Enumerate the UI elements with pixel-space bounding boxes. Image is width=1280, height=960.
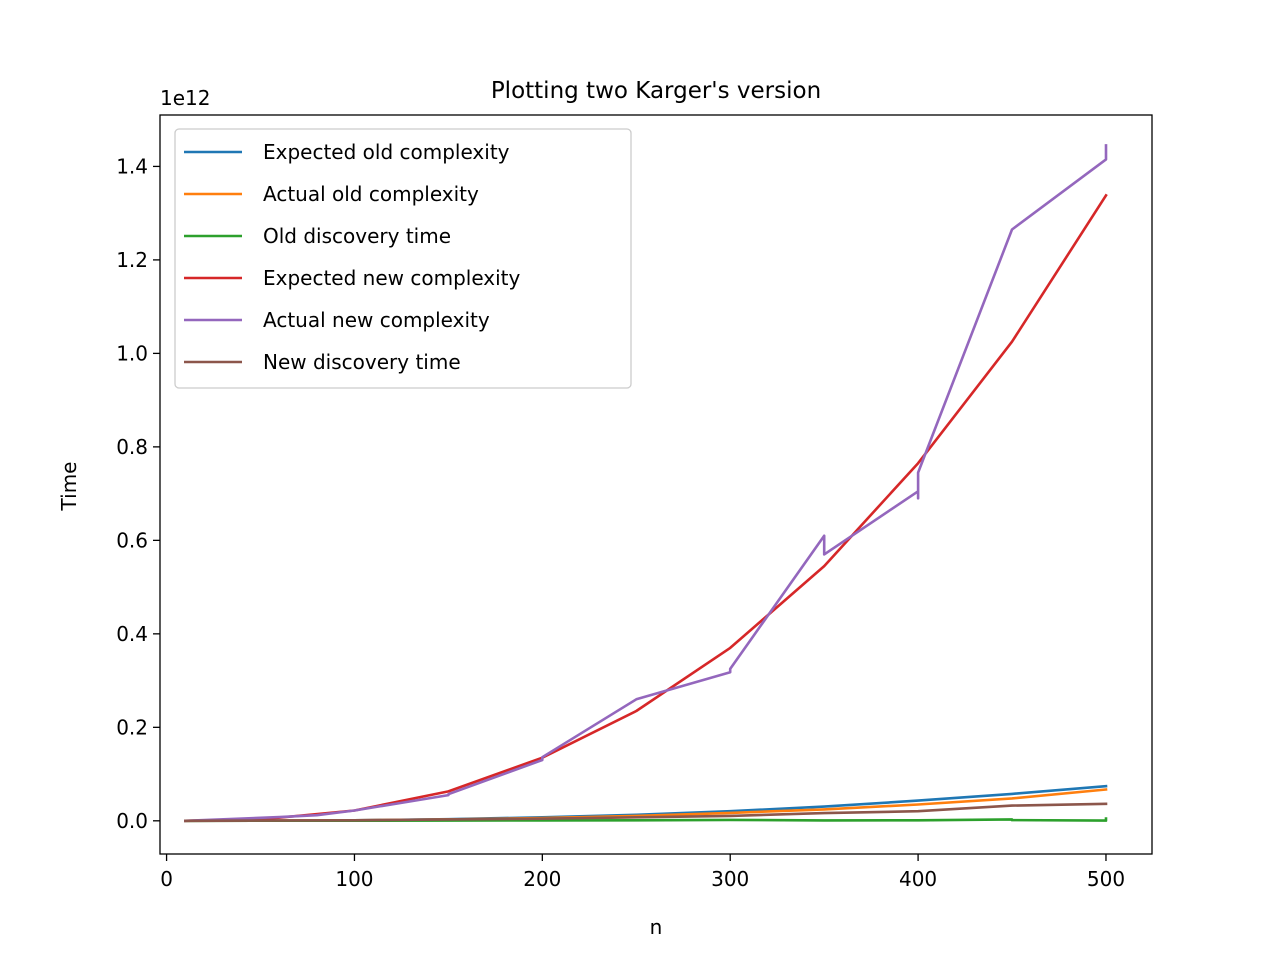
- series-line-3: [184, 817, 1108, 823]
- plot-lines: [184, 144, 1108, 823]
- legend-entry-label: Actual new complexity: [263, 308, 490, 332]
- y-tick-label: 0.6: [116, 528, 148, 552]
- y-offset-label: 1e12: [160, 86, 210, 110]
- x-axis-ticks: 0 100 200 300 400 500: [160, 854, 1125, 891]
- legend-entry-label: Expected new complexity: [263, 266, 521, 290]
- x-axis-label: n: [650, 915, 663, 939]
- series-line-6: [184, 802, 1108, 823]
- chart-title: Plotting two Karger's version: [491, 78, 821, 104]
- legend-entry-label: Old discovery time: [263, 224, 451, 248]
- x-tick-label: 400: [899, 867, 937, 891]
- legend-entry-label: Expected old complexity: [263, 140, 510, 164]
- x-tick-label: 500: [1087, 867, 1125, 891]
- y-tick-label: 0.0: [116, 809, 148, 833]
- series-line-5: [184, 144, 1108, 823]
- y-tick-label: 0.8: [116, 435, 148, 459]
- plot-area-frame: [159, 114, 1153, 855]
- legend-entry-label: New discovery time: [263, 350, 461, 374]
- y-tick-label: 1.0: [116, 341, 148, 365]
- legend-entry-label: Actual old complexity: [263, 182, 479, 206]
- y-tick-label: 1.4: [116, 154, 148, 178]
- y-axis-ticks: 0.0 0.2 0.4 0.6 0.8 1.0 1.2 1.4: [116, 154, 160, 833]
- x-tick-label: 100: [335, 867, 373, 891]
- y-tick-label: 0.2: [116, 715, 148, 739]
- y-axis-label: Time: [57, 462, 81, 512]
- x-tick-label: 300: [711, 867, 749, 891]
- y-tick-label: 1.2: [116, 248, 148, 272]
- legend: Expected old complexity Actual old comple…: [174, 128, 632, 389]
- x-tick-label: 0: [160, 867, 173, 891]
- legend-box: [174, 128, 632, 389]
- y-tick-label: 0.4: [116, 622, 148, 646]
- x-tick-label: 200: [523, 867, 561, 891]
